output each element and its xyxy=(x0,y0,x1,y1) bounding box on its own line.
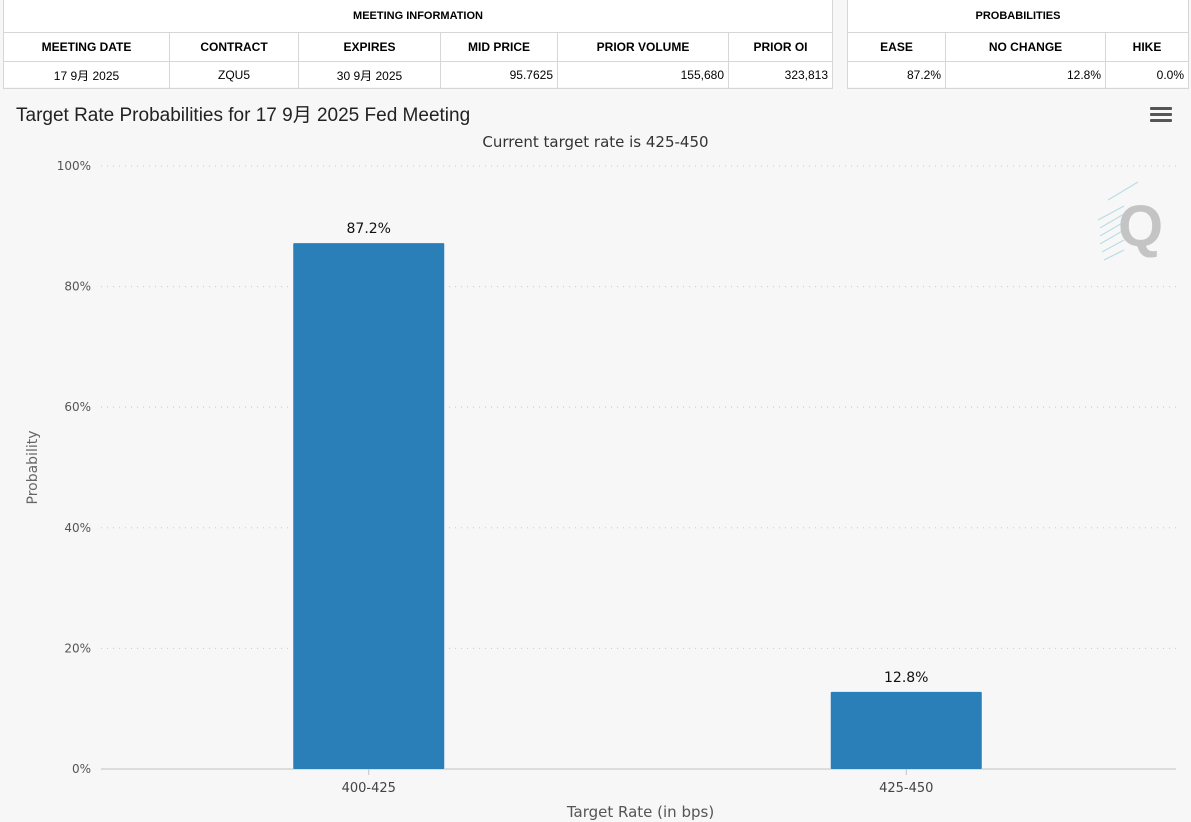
meeting-date-cell: 17 9月 2025 xyxy=(3,61,170,89)
chart-subtitle: Current target rate is 425-450 xyxy=(482,133,709,151)
probabilities-table: PROBABILITIES EASE NO CHANGE HIKE 87.2% … xyxy=(846,0,1190,89)
column-header-meeting-date: MEETING DATE xyxy=(3,32,170,62)
probabilities-panel: PROBABILITIES EASE NO CHANGE HIKE 87.2% … xyxy=(846,0,1190,89)
meeting-information-panel: MEETING INFORMATION MEETING DATE CONTRAC… xyxy=(2,0,834,89)
column-header-expires: EXPIRES xyxy=(298,32,441,62)
mid-price-cell: 95.7625 xyxy=(440,61,558,89)
chart-container xyxy=(0,92,1191,822)
column-header-contract: CONTRACT xyxy=(169,32,299,62)
table-row: 17 9月 2025 ZQU5 30 9月 2025 95.7625 155,6… xyxy=(3,61,834,89)
column-header-prior-oi: PRIOR OI xyxy=(727,32,834,62)
probabilities-header: PROBABILITIES xyxy=(846,0,1190,33)
hike-cell: 0.0% xyxy=(1104,61,1190,89)
column-header-no-change: NO CHANGE xyxy=(945,32,1106,62)
meeting-information-header: MEETING INFORMATION xyxy=(2,0,834,33)
column-header-ease: EASE xyxy=(847,32,946,62)
hamburger-menu-icon[interactable] xyxy=(1150,107,1172,125)
ease-cell: 87.2% xyxy=(847,61,946,89)
column-header-hike: HIKE xyxy=(1104,32,1190,62)
no-change-cell: 12.8% xyxy=(945,61,1106,89)
expires-cell: 30 9月 2025 xyxy=(298,61,441,89)
prior-oi-cell: 323,813 xyxy=(727,61,834,89)
table-row: 87.2% 12.8% 0.0% xyxy=(847,61,1190,89)
chart-title: Target Rate Probabilities for 17 9月 2025… xyxy=(16,105,471,126)
column-header-prior-volume: PRIOR VOLUME xyxy=(557,32,729,62)
contract-cell: ZQU5 xyxy=(169,61,299,89)
prior-volume-cell: 155,680 xyxy=(557,61,729,89)
column-header-mid-price: MID PRICE xyxy=(440,32,558,62)
meeting-information-table: MEETING INFORMATION MEETING DATE CONTRAC… xyxy=(2,0,834,89)
